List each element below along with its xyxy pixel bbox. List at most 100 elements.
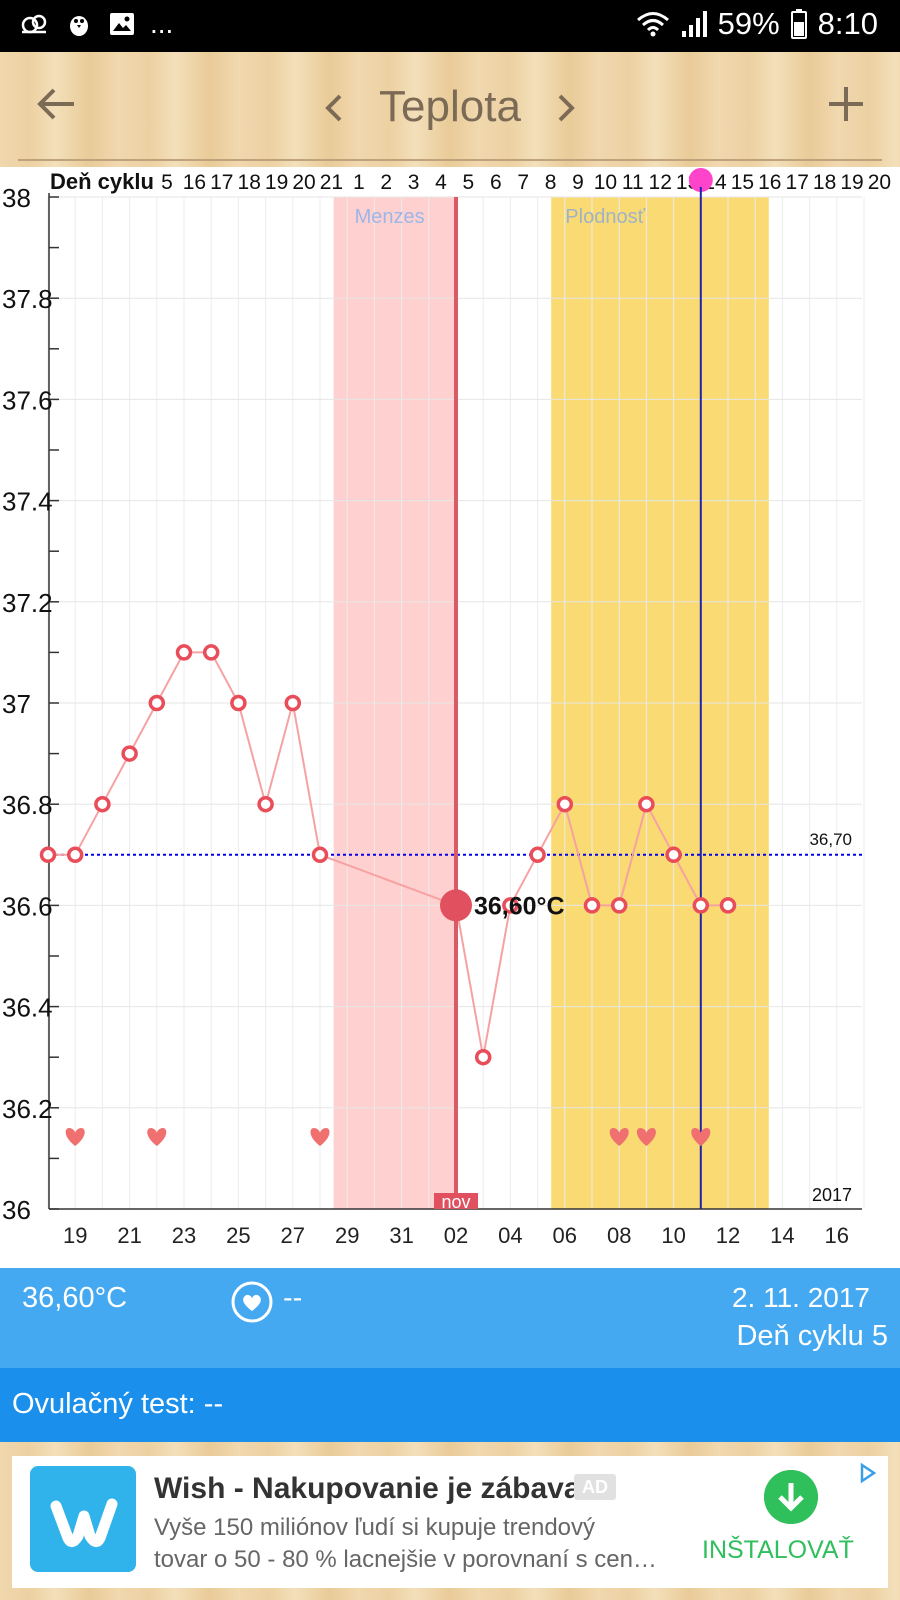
download-icon[interactable] bbox=[764, 1470, 818, 1524]
more-notifications: ... bbox=[150, 8, 174, 39]
temperature-point[interactable] bbox=[121, 745, 138, 762]
month-label: nov bbox=[441, 1192, 470, 1212]
cycle-day-label: 7 bbox=[517, 171, 529, 194]
selected-temperature: 36,60°C bbox=[22, 1282, 128, 1314]
y-tick-label: 36.6 bbox=[2, 891, 53, 921]
cycle-day-label: 10 bbox=[594, 171, 617, 194]
cycle-day-label: 20 bbox=[292, 171, 315, 194]
temperature-point[interactable] bbox=[257, 795, 274, 813]
cycle-day-label: 9 bbox=[572, 171, 584, 194]
x-tick-label: 31 bbox=[389, 1223, 413, 1248]
cycle-day-label: 16 bbox=[758, 171, 781, 194]
temperature-point[interactable] bbox=[665, 846, 682, 864]
x-tick-label: 12 bbox=[716, 1223, 740, 1248]
x-tick-label: 19 bbox=[63, 1223, 87, 1248]
temperature-point[interactable] bbox=[583, 897, 601, 914]
temperature-point[interactable] bbox=[39, 846, 57, 864]
selected-cycle-day: Deň cyklu 5 bbox=[736, 1320, 888, 1352]
chevron-left-icon[interactable] bbox=[318, 88, 348, 128]
app-header: Teplota bbox=[0, 52, 900, 167]
x-tick-label: 04 bbox=[498, 1223, 522, 1248]
bird-icon bbox=[64, 9, 94, 39]
x-tick-label: 14 bbox=[770, 1223, 794, 1248]
status-bar: ... 59% 8:10 bbox=[0, 0, 900, 52]
cycle-day-label: 11 bbox=[622, 171, 644, 194]
temperature-point[interactable] bbox=[474, 1048, 492, 1066]
y-tick-label: 36 bbox=[2, 1195, 31, 1225]
clock: 8:10 bbox=[817, 6, 878, 41]
x-tick-label: 06 bbox=[553, 1223, 577, 1248]
temperature-point[interactable] bbox=[66, 846, 84, 864]
x-tick-label: 29 bbox=[335, 1223, 359, 1248]
selected-date: 2. 11. 2017 bbox=[731, 1282, 870, 1313]
cycle-day-label: 4 bbox=[435, 171, 447, 194]
ad-title[interactable]: Wish - Nakupovanie je zábava bbox=[154, 1472, 581, 1505]
temperature-point[interactable] bbox=[94, 795, 111, 813]
y-tick-label: 37.6 bbox=[2, 385, 53, 415]
cycle-day-label: 8 bbox=[545, 171, 557, 194]
install-button[interactable]: INŠTALOVAŤ bbox=[702, 1536, 854, 1564]
ovulation-test-label: Ovulačný test: -- bbox=[12, 1388, 224, 1420]
ad-footer: Wish - Nakupovanie je zábava AD Vyše 150… bbox=[0, 1442, 900, 1600]
cycle-day-label: 16 bbox=[183, 171, 206, 194]
selected-point-label: 36,60°C bbox=[474, 892, 565, 920]
ad-description-line-1: Vyše 150 miliónov ľudí si kupuje trendov… bbox=[154, 1514, 596, 1541]
temperature-point[interactable] bbox=[692, 897, 710, 914]
cycle-day-label: 3 bbox=[408, 171, 420, 194]
temperature-point[interactable] bbox=[175, 644, 193, 661]
temperature-point[interactable] bbox=[202, 644, 220, 661]
selected-temperature-point[interactable] bbox=[440, 889, 472, 922]
temperature-point[interactable] bbox=[529, 846, 546, 864]
heart-icon bbox=[691, 1128, 711, 1146]
temperature-point[interactable] bbox=[638, 795, 655, 813]
wifi-icon bbox=[636, 9, 670, 39]
temperature-line bbox=[48, 651, 728, 1058]
chevron-right-icon[interactable] bbox=[552, 88, 582, 128]
temperature-point[interactable] bbox=[610, 897, 628, 914]
cycle-day-label: 19 bbox=[265, 171, 288, 194]
y-tick-label: 37.2 bbox=[2, 588, 53, 618]
cycle-day-label: 5 bbox=[161, 171, 173, 194]
y-tick-label: 37.8 bbox=[2, 284, 53, 314]
coverline-label: 36,70 bbox=[809, 830, 852, 849]
temperature-point[interactable] bbox=[719, 897, 737, 914]
cycle-day-label: 1 bbox=[353, 171, 365, 194]
cycle-day-label: 5 bbox=[463, 171, 475, 194]
cycle-day-label: 21 bbox=[320, 171, 343, 194]
temperature-point[interactable] bbox=[311, 846, 329, 864]
cloud-icon bbox=[18, 10, 50, 38]
cycle-day-label: 18 bbox=[238, 171, 261, 194]
battery-icon bbox=[790, 8, 808, 40]
back-arrow-icon[interactable] bbox=[34, 82, 78, 126]
x-tick-label: 23 bbox=[172, 1223, 196, 1248]
day-info-panel[interactable]: 36,60°C -- 2. 11. 2017 Deň cyklu 5 bbox=[0, 1268, 900, 1368]
ad-banner[interactable]: Wish - Nakupovanie je zábava AD Vyše 150… bbox=[12, 1456, 888, 1588]
temperature-chart[interactable]: 38 37.8 37.6 37.4 37.2 37 36.8 36.6 36.4 36.2 36 19… bbox=[0, 167, 900, 1268]
page-title: Teplota bbox=[379, 82, 521, 131]
band-label-fertile: Plodnosť bbox=[565, 206, 645, 228]
cycle-day-label: 2 bbox=[380, 171, 392, 194]
temperature-point[interactable] bbox=[502, 897, 519, 914]
intercourse-value: -- bbox=[283, 1282, 303, 1314]
temperature-point[interactable] bbox=[148, 694, 166, 712]
x-tick-label: 08 bbox=[607, 1223, 631, 1248]
band-label-menses: Menzes bbox=[355, 206, 425, 228]
image-icon bbox=[108, 11, 136, 37]
temperature-point[interactable] bbox=[230, 694, 247, 712]
heart-icon bbox=[147, 1128, 167, 1146]
adchoices-icon[interactable] bbox=[854, 1460, 880, 1486]
plus-icon[interactable] bbox=[826, 84, 866, 124]
signal-icon bbox=[680, 9, 708, 39]
x-tick-label: 10 bbox=[661, 1223, 685, 1248]
heart-circle-icon bbox=[231, 1281, 273, 1323]
wish-logo-icon[interactable] bbox=[30, 1466, 136, 1572]
battery-percent: 59% bbox=[717, 6, 780, 41]
ad-description-line-2: tovar o 50 - 80 % lacnejšie v porovnaní … bbox=[154, 1546, 657, 1573]
temperature-point[interactable] bbox=[284, 694, 302, 712]
x-tick-label: 16 bbox=[825, 1223, 849, 1248]
temperature-point[interactable] bbox=[556, 795, 574, 813]
cycle-day-label: 6 bbox=[490, 171, 502, 194]
y-tick-label: 37 bbox=[2, 689, 31, 719]
ovulation-test-panel[interactable]: Ovulačný test: -- bbox=[0, 1368, 900, 1442]
y-tick-label: 38 bbox=[2, 183, 31, 213]
